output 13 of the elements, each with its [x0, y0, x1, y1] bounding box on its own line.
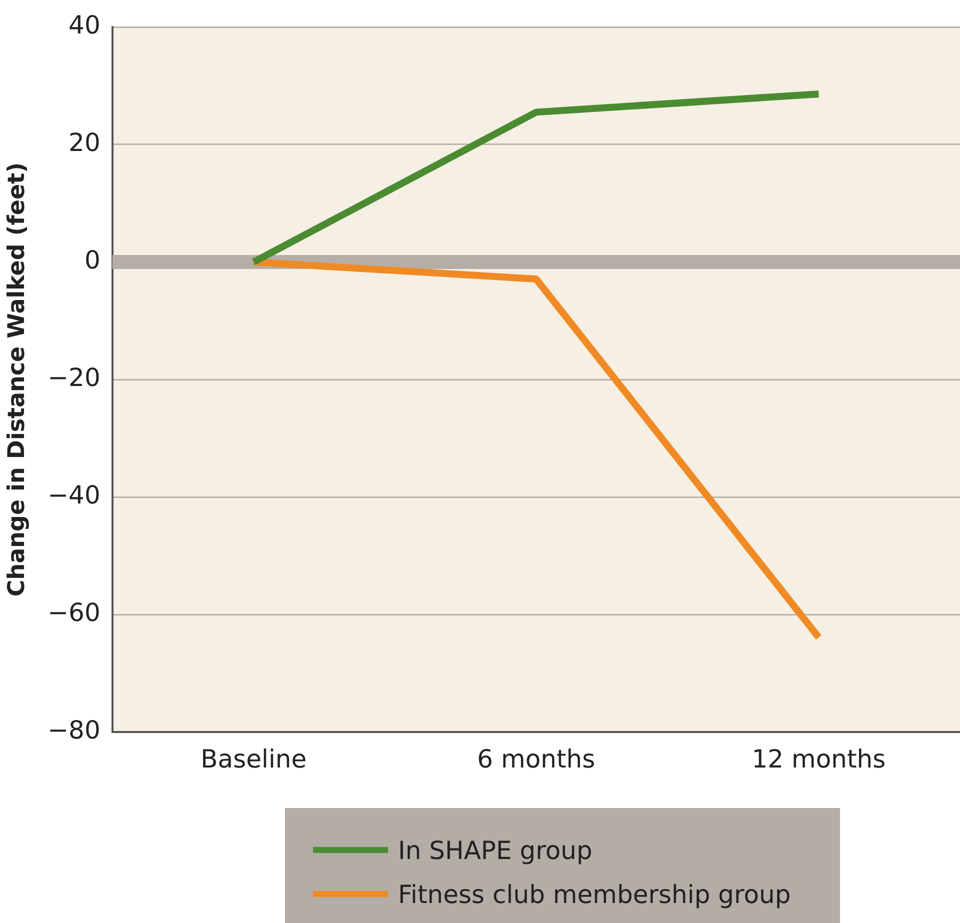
y-tick-label: −60	[48, 598, 100, 627]
y-tick-label: 40	[68, 10, 100, 40]
y-axis-title: Change in Distance Walked (feet)	[4, 162, 30, 597]
y-tick-label: −40	[48, 480, 100, 510]
x-tick-label: Baseline	[200, 744, 307, 774]
legend-label: In SHAPE group	[398, 836, 592, 864]
legend-label: Fitness club membership group	[398, 880, 791, 908]
y-tick-label: −20	[48, 363, 100, 392]
x-tick-label: 12 months	[752, 744, 886, 774]
y-tick-label: 0	[84, 246, 100, 274]
y-tick-label: −80	[48, 716, 100, 744]
y-tick-label: 20	[68, 128, 100, 157]
x-tick-label: 6 months	[477, 744, 596, 774]
